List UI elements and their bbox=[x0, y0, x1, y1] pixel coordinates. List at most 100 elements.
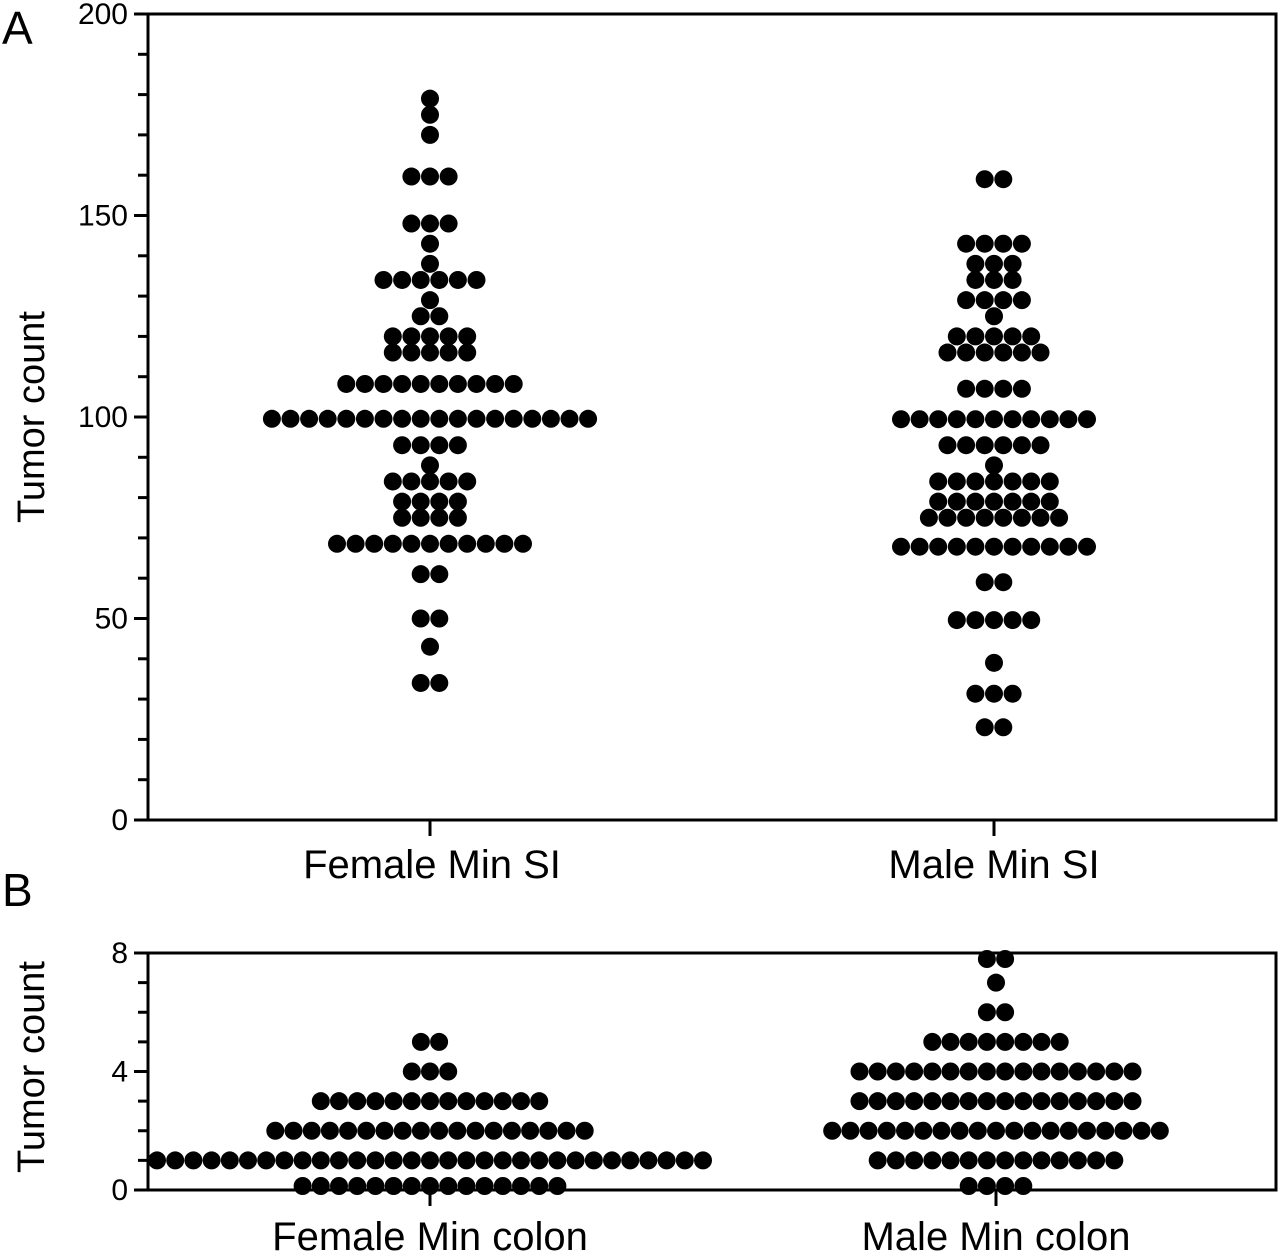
data-point bbox=[975, 343, 994, 362]
data-point bbox=[421, 291, 439, 310]
data-point bbox=[560, 409, 579, 428]
data-point bbox=[1078, 537, 1096, 556]
data-point bbox=[929, 472, 948, 491]
data-point bbox=[541, 409, 560, 428]
panel-a-category-label-female: Female Min SI bbox=[303, 843, 561, 887]
data-point bbox=[994, 170, 1013, 189]
data-point bbox=[393, 409, 412, 428]
data-point bbox=[584, 1151, 603, 1170]
data-point bbox=[421, 167, 439, 186]
data-point bbox=[892, 537, 910, 556]
data-point bbox=[458, 534, 477, 553]
data-point bbox=[994, 573, 1013, 592]
data-point bbox=[966, 327, 985, 346]
data-point bbox=[220, 1151, 239, 1170]
data-point bbox=[975, 436, 994, 455]
data-point bbox=[938, 436, 957, 455]
data-point bbox=[430, 609, 449, 628]
data-point bbox=[430, 673, 449, 692]
data-point bbox=[411, 374, 430, 393]
data-point bbox=[1022, 537, 1041, 556]
data-point bbox=[457, 1177, 476, 1195]
data-point bbox=[458, 343, 477, 362]
data-point bbox=[421, 637, 439, 656]
data-point bbox=[1012, 291, 1031, 310]
data-point bbox=[919, 508, 938, 527]
data-point bbox=[393, 270, 412, 289]
data-point bbox=[929, 410, 948, 429]
data-point bbox=[1014, 1032, 1033, 1051]
data-point bbox=[523, 409, 542, 428]
data-point bbox=[383, 343, 402, 362]
data-point bbox=[1012, 234, 1031, 253]
data-point bbox=[467, 374, 486, 393]
panel-letter-b: B bbox=[2, 864, 33, 916]
data-point bbox=[393, 508, 412, 527]
data-point bbox=[366, 1177, 385, 1195]
data-point bbox=[302, 1121, 321, 1140]
data-point bbox=[947, 327, 966, 346]
data-point bbox=[603, 1151, 621, 1170]
data-point bbox=[202, 1151, 221, 1170]
panel-b-y-axis-title: Tumor count bbox=[11, 961, 53, 1173]
data-point bbox=[484, 1121, 503, 1140]
data-point bbox=[966, 472, 985, 491]
data-point bbox=[448, 492, 467, 511]
y-tick-label: 150 bbox=[78, 200, 128, 233]
data-point bbox=[521, 1121, 540, 1140]
data-point bbox=[448, 1121, 467, 1140]
y-tick-label: 0 bbox=[111, 1174, 128, 1207]
data-point bbox=[530, 1151, 549, 1170]
data-point bbox=[486, 374, 505, 393]
data-point bbox=[439, 343, 458, 362]
data-point bbox=[1105, 1151, 1124, 1170]
data-point bbox=[383, 327, 402, 346]
data-point bbox=[621, 1151, 640, 1170]
data-point bbox=[1003, 684, 1022, 703]
data-point bbox=[850, 1092, 869, 1111]
data-point bbox=[421, 234, 439, 253]
data-point bbox=[439, 1062, 458, 1081]
data-point bbox=[402, 1151, 421, 1170]
data-point bbox=[987, 1121, 1005, 1140]
data-point bbox=[994, 508, 1013, 527]
data-point bbox=[1003, 410, 1022, 429]
data-point bbox=[421, 89, 439, 108]
data-point bbox=[502, 1121, 521, 1140]
data-point bbox=[1059, 537, 1078, 556]
data-point bbox=[330, 1177, 348, 1195]
data-point bbox=[239, 1151, 257, 1170]
data-point bbox=[994, 291, 1013, 310]
data-point bbox=[430, 508, 449, 527]
data-point bbox=[402, 327, 421, 346]
data-point bbox=[430, 307, 449, 326]
data-point bbox=[493, 1177, 512, 1195]
data-point bbox=[977, 1151, 996, 1170]
data-point bbox=[411, 1121, 430, 1140]
data-point bbox=[512, 1092, 530, 1111]
data-point bbox=[1041, 1121, 1060, 1140]
data-point bbox=[311, 1177, 330, 1195]
data-point bbox=[994, 343, 1013, 362]
data-point bbox=[985, 327, 1003, 346]
data-point bbox=[977, 1032, 996, 1051]
data-point bbox=[439, 1151, 458, 1170]
data-point bbox=[957, 291, 976, 310]
data-point bbox=[1003, 327, 1022, 346]
data-point bbox=[257, 1151, 276, 1170]
data-point bbox=[994, 379, 1013, 398]
data-point bbox=[985, 307, 1003, 326]
data-point bbox=[1087, 1151, 1106, 1170]
data-point bbox=[977, 1062, 996, 1081]
data-point bbox=[448, 436, 467, 455]
data-point bbox=[966, 537, 985, 556]
data-point bbox=[977, 950, 996, 968]
data-point bbox=[1014, 1062, 1033, 1081]
data-point bbox=[430, 270, 449, 289]
data-point bbox=[493, 1092, 512, 1111]
data-point bbox=[411, 492, 430, 511]
data-point bbox=[1003, 270, 1022, 289]
data-point bbox=[411, 1032, 430, 1051]
data-point bbox=[1005, 1121, 1024, 1140]
data-point bbox=[421, 472, 439, 491]
